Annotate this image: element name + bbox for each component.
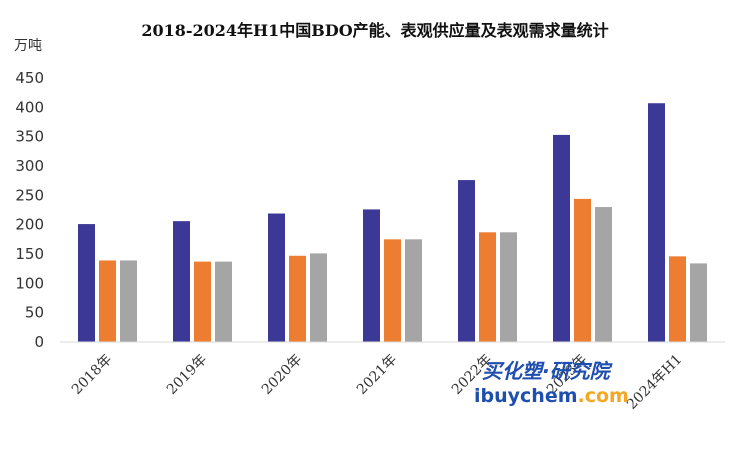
bar-series-2 [574,198,591,342]
watermark-en-b: .com [578,385,629,407]
y-tick-label: 250 [15,186,44,204]
chart-title: 2018-2024年H1中国BDO产能、表观供应量及表观需求量统计 [141,21,608,40]
bar-series-2 [194,261,211,342]
y-tick-label: 300 [15,157,44,175]
bar-series-1 [268,213,285,342]
x-tick-label: 2019年 [164,352,210,398]
bar-series-1 [458,180,475,342]
bar-series-3 [120,260,137,342]
bar-series-3 [310,253,327,342]
bar-series-2 [669,256,686,342]
bar-series-3 [215,261,232,342]
watermark-en-a: ibuychem [474,385,578,407]
bar-series-3 [405,239,422,342]
y-tick-label: 450 [15,69,44,87]
x-tick-label: 2021年 [354,352,400,398]
bar-series-1 [553,134,570,342]
bar-series-1 [363,209,380,342]
bar-series-2 [99,260,116,342]
y-tick-label: 100 [15,274,44,292]
y-tick-label: 0 [34,333,44,351]
bar-series-3 [690,263,707,342]
bar-series-2 [384,239,401,342]
x-tick-label: 2020年 [259,352,305,398]
y-axis-unit: 万吨 [14,38,42,54]
x-tick-label: 2018年 [69,352,115,398]
y-tick-label: 400 [15,98,44,116]
bar-series-2 [479,232,496,342]
bars-group [78,103,707,342]
bar-series-2 [289,255,306,342]
bar-series-3 [595,207,612,342]
bar-series-1 [78,224,95,342]
y-tick-label: 50 [25,304,44,322]
bar-series-3 [500,232,517,342]
bar-series-1 [648,103,665,342]
x-tick-label: 2024年H1 [624,352,685,413]
y-tick-label: 150 [15,245,44,263]
watermark: 买化塑·研究院 ibuychem.com [474,359,629,407]
bar-series-1 [173,221,190,342]
y-tick-label: 200 [15,216,44,234]
watermark-cn: 买化塑·研究院 [482,359,614,383]
y-tick-label: 350 [15,128,44,146]
y-axis: 0 50 100 150 200 250 300 350 400 450 [15,69,44,351]
watermark-en: ibuychem.com [474,385,629,407]
